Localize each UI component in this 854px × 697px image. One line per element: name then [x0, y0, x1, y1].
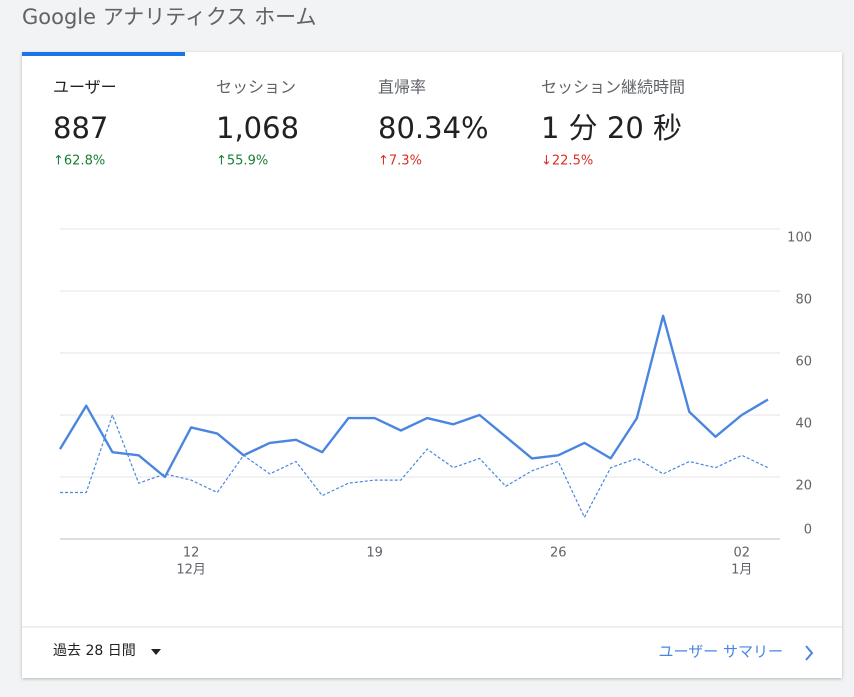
range-selector[interactable]: 過去 28 日間: [53, 643, 161, 659]
x-tick-sublabel: 1月: [731, 563, 752, 578]
chevron: [805, 645, 814, 661]
metric-label: 直帰率: [378, 78, 426, 97]
metric-value: 1 分 20 秒: [541, 111, 682, 145]
range-label: 過去 28 日間: [53, 643, 136, 659]
metric-value: 1,068: [216, 111, 299, 145]
metric-label: セッション: [216, 78, 296, 97]
metric-change: ↑62.8%: [53, 154, 105, 169]
x-tick-label: 26: [550, 546, 567, 561]
metric-value: 80.34%: [378, 111, 489, 145]
x-tick-label: 02: [734, 546, 751, 561]
y-tick-label: 0: [804, 523, 812, 538]
metrics: ユーザー 887 ↑62.8% セッション 1,068 ↑55.9% 直帰率 80.34% ↑7…: [53, 78, 685, 169]
metric-label: セッション継続時間: [541, 78, 685, 97]
metric-change: ↑55.9%: [216, 154, 268, 169]
x-tick-sublabel: 12月: [176, 563, 206, 578]
x-tick-label: 12: [183, 546, 200, 561]
card: [22, 52, 842, 678]
dropdown-arrow: [151, 649, 161, 655]
series-line: [58, 314, 769, 479]
page-title: Google アナリティクス ホーム: [22, 5, 316, 29]
metric-change: ↑7.3%: [378, 154, 422, 169]
metric-value: 887: [53, 111, 108, 145]
summary-link[interactable]: ユーザー サマリー: [659, 643, 814, 661]
y-tick-label: 80: [795, 293, 812, 308]
y-tick-label: 60: [795, 355, 812, 370]
chart: 0 20 40 60 80 100 12 12月 19 26 02 1月: [58, 228, 812, 578]
y-tick-label: 100: [787, 231, 812, 246]
x-tick-label: 19: [366, 546, 383, 561]
metric-change: ↓22.5%: [541, 154, 593, 169]
y-tick-label: 40: [795, 417, 812, 432]
link-label: ユーザー サマリー: [659, 643, 783, 661]
active-tab-bar: [22, 52, 185, 56]
comparison-line: [60, 414, 769, 518]
y-tick-label: 20: [795, 479, 812, 494]
metric-label: ユーザー: [53, 78, 117, 97]
